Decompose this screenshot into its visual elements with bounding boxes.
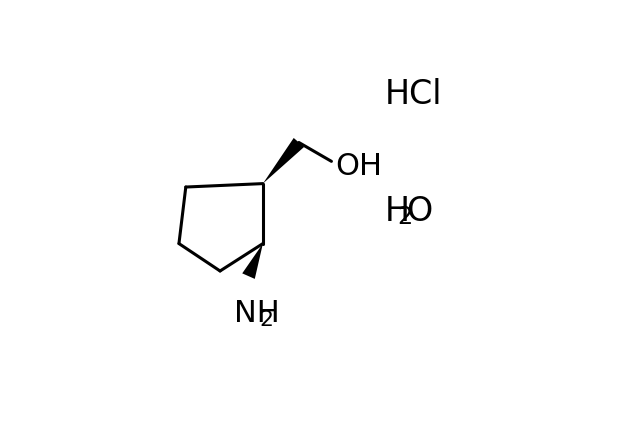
Text: 2: 2 xyxy=(259,310,273,330)
Text: HCl: HCl xyxy=(385,78,442,111)
Text: OH: OH xyxy=(335,152,382,181)
Text: 2: 2 xyxy=(397,205,413,229)
Text: O: O xyxy=(406,194,432,227)
Text: H: H xyxy=(385,194,410,227)
Polygon shape xyxy=(242,243,263,279)
Polygon shape xyxy=(263,138,304,184)
Text: NH: NH xyxy=(234,299,280,328)
